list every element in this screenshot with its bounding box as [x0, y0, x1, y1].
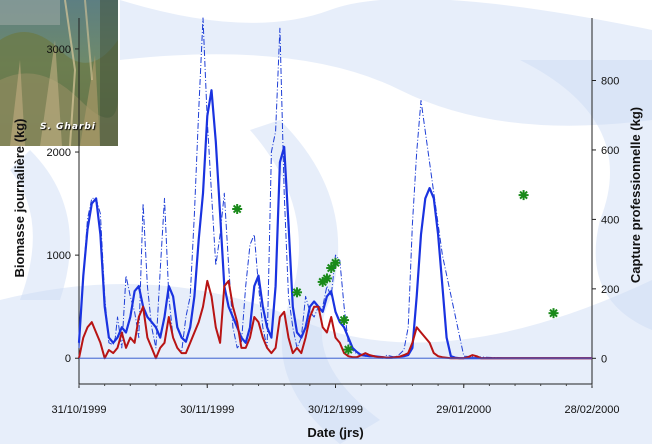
photo-image — [0, 0, 118, 146]
chart-series — [77, 17, 592, 360]
y-left-tick-label: 3000 — [47, 44, 71, 56]
wash-shape — [120, 0, 652, 126]
capture-star-stroke — [344, 345, 353, 354]
x-tick-label: 28/02/2000 — [564, 404, 619, 416]
capture-point — [317, 276, 328, 287]
photo-credit: S. Gharbi — [40, 122, 96, 132]
y-right-axis-title: Capture professionnelle (kg) — [628, 107, 643, 283]
x-tick-label: 30/11/1999 — [180, 404, 234, 416]
chart-axes — [75, 18, 596, 388]
capture-star-stroke — [318, 277, 327, 287]
capture-point — [518, 190, 529, 201]
y-right-tick-label: 400 — [601, 214, 619, 226]
x-tick-label: 29/01/2000 — [436, 404, 491, 416]
wash-shape — [10, 150, 70, 300]
y-right-tick-label: 200 — [601, 284, 619, 296]
capture-star-stroke — [331, 258, 340, 268]
capture-point — [548, 308, 559, 319]
chart-labels: 31/10/1999 30/11/1999 30/12/1999 29/01/2000… — [12, 44, 643, 440]
y-left-tick-label: 1000 — [47, 250, 71, 262]
y-right-tick-label: 600 — [601, 145, 619, 157]
mortality-line — [78, 279, 592, 360]
y-right-tick-label: 800 — [601, 76, 619, 88]
y-left-tick-label: 0 — [65, 353, 71, 365]
x-tick-label: 31/10/1999 — [51, 404, 106, 416]
capture-point — [343, 344, 354, 355]
x-axis-title: Date (jrs) — [307, 425, 363, 440]
capture-point — [292, 287, 303, 298]
x-tick-label: 30/12/1999 — [308, 404, 363, 416]
y-left-tick-label: 2000 — [47, 147, 71, 159]
capture-point — [232, 203, 243, 214]
y-right-tick-label: 0 — [601, 353, 607, 365]
capture-star-stroke — [519, 190, 528, 200]
capture-star-stroke — [232, 204, 242, 214]
wash-shape — [520, 60, 652, 330]
capture-point — [339, 315, 350, 326]
wash-shape — [250, 120, 380, 444]
capture-star-stroke — [292, 288, 302, 297]
y-left-axis-title: Biomasse journalière (kg) — [12, 119, 27, 278]
capture-star-stroke — [339, 315, 349, 325]
capture-point — [330, 257, 341, 268]
biomass-smooth-line — [77, 89, 592, 360]
photo-inset: S. Gharbi — [0, 0, 118, 146]
biomass-raw-line — [78, 17, 592, 359]
capture-star-stroke — [549, 308, 558, 318]
